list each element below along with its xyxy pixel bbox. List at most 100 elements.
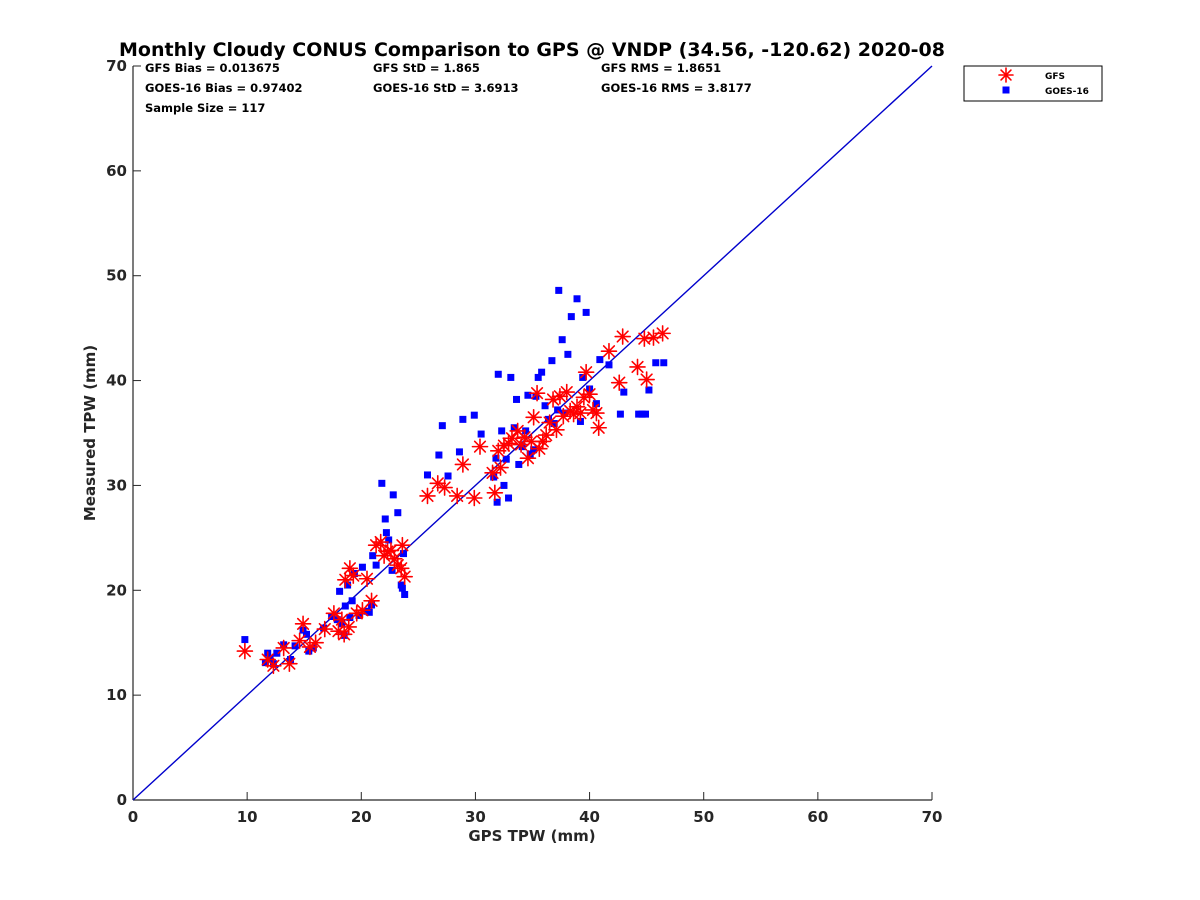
goes-16-point <box>336 587 344 595</box>
y-tick-label: 20 <box>106 581 127 599</box>
goes-16-point <box>554 406 562 414</box>
goes-16-point <box>579 373 587 381</box>
gfs-point <box>572 404 589 422</box>
goes-16-point <box>266 654 274 662</box>
x-tick-label: 10 <box>237 808 258 826</box>
gfs-point <box>419 487 436 505</box>
gfs-point <box>448 487 466 505</box>
goes-16-point <box>492 454 500 462</box>
gfs-point <box>548 421 565 439</box>
stat-gfs-bias: GFS Bias = 0.013675 <box>145 61 280 75</box>
goes-16-point <box>513 395 521 403</box>
goes-16-point <box>550 420 558 428</box>
goes-16-point <box>498 427 506 435</box>
gfs-point <box>325 605 343 622</box>
goes-16-point <box>385 536 393 544</box>
gfs-point <box>492 459 509 476</box>
goes-16-point <box>532 392 540 400</box>
goes-16-point <box>438 422 446 430</box>
goes-16-point <box>241 636 249 644</box>
gfs-point <box>392 559 410 577</box>
goes-16-point <box>507 373 515 381</box>
goes-16-point <box>435 451 443 459</box>
gfs-point <box>581 385 598 403</box>
gfs-point <box>358 570 376 588</box>
gfs-point <box>558 383 576 401</box>
goes-16-point <box>645 386 653 394</box>
goes-16-point <box>372 561 380 569</box>
gfs-point <box>307 634 324 652</box>
goes-16-point <box>287 655 295 663</box>
gfs-point <box>465 489 483 507</box>
x-tick-label: 50 <box>693 808 714 826</box>
goes-16-point <box>346 614 354 622</box>
goes-16-point <box>365 608 373 616</box>
y-tick-label: 70 <box>106 57 127 75</box>
goes-16-point <box>382 529 390 537</box>
goes-16-point <box>394 509 402 517</box>
gfs-point <box>577 363 595 381</box>
goes-16-point <box>309 644 317 652</box>
gfs-point <box>340 618 358 636</box>
x-tick-label: 70 <box>922 808 943 826</box>
goes-16-point <box>660 359 668 367</box>
gfs-point <box>236 642 254 660</box>
goes-16-point <box>544 415 552 423</box>
goes-16-point <box>494 370 502 378</box>
goes-16-point <box>477 430 485 438</box>
stat-goes-std: GOES-16 StD = 3.6913 <box>373 81 518 95</box>
goes-16-point <box>490 473 498 481</box>
legend-box <box>963 65 1103 102</box>
goes-16-point <box>620 388 628 396</box>
gfs-point <box>372 533 389 551</box>
gfs-point <box>588 404 605 422</box>
axis-ticks <box>132 65 933 801</box>
goes-16-point <box>502 455 510 463</box>
goes-16-point <box>576 417 584 425</box>
goes-16-point <box>369 552 377 560</box>
y-tick-label: 50 <box>106 267 127 285</box>
goes-16-point <box>493 498 501 506</box>
x-axis-label: GPS TPW (mm) <box>468 827 595 845</box>
gfs-point <box>394 536 411 554</box>
goes-16-point <box>605 361 613 369</box>
goes-16-point <box>524 391 532 399</box>
y-tick-label: 10 <box>106 686 127 704</box>
gfs-point <box>337 571 354 589</box>
x-tick-label: 60 <box>807 808 828 826</box>
gfs-point <box>265 657 282 675</box>
y-tick-label: 60 <box>106 162 127 180</box>
gfs-point <box>454 456 472 473</box>
gfs-point <box>484 464 501 482</box>
chart-title: Monthly Cloudy CONUS Comparison to GPS @… <box>119 39 945 61</box>
gfs-point <box>316 620 334 638</box>
goes-16-point <box>558 336 566 344</box>
gfs-point <box>486 484 504 502</box>
gfs-point <box>436 479 453 496</box>
goes-16-point <box>652 359 660 367</box>
goes-16-point <box>401 590 409 598</box>
legend-gfs-marker <box>998 67 1014 83</box>
one-to-one-line <box>132 65 933 801</box>
goes-16-point <box>381 515 389 523</box>
goes-16-point <box>592 400 600 408</box>
goes-16-point <box>505 494 513 502</box>
gfs-point <box>654 325 671 342</box>
goes-16-point <box>423 471 431 479</box>
gfs-point <box>638 371 655 388</box>
gfs-point <box>344 567 362 584</box>
goes-16-point <box>455 448 463 456</box>
gfs-point <box>600 342 618 360</box>
legend: GFS GOES-16 <box>963 65 1103 102</box>
goes-16-point <box>534 373 542 381</box>
stat-sample-size: Sample Size = 117 <box>145 101 265 115</box>
gfs-point <box>281 655 298 672</box>
goes-16-point <box>526 450 534 458</box>
gfs-point <box>291 632 308 649</box>
goes-16-point <box>398 584 406 592</box>
gfs-point <box>629 358 646 376</box>
gfs-point <box>519 449 537 467</box>
goes-16-point <box>515 460 523 468</box>
goes-16-point <box>573 295 581 303</box>
goes-16-point <box>555 286 563 294</box>
